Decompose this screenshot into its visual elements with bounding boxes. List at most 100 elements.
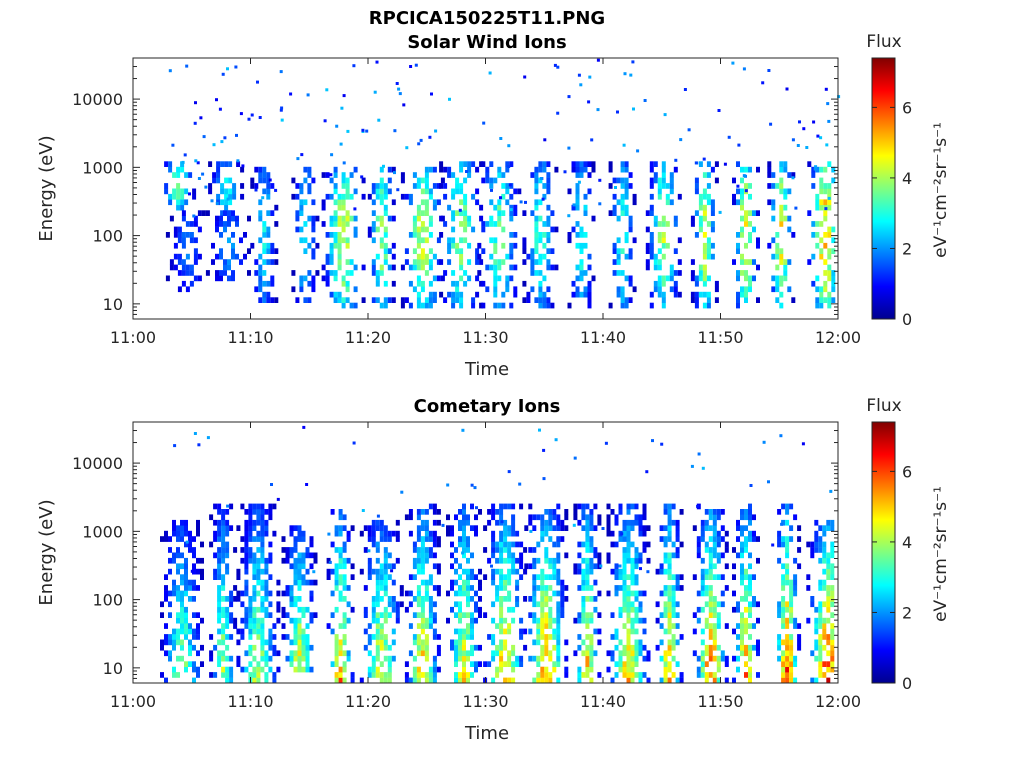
spectrogram-cell bbox=[231, 275, 235, 282]
spectrogram-cell bbox=[225, 672, 230, 678]
spectrogram-cell bbox=[669, 270, 674, 276]
spectrogram-cell bbox=[416, 536, 421, 542]
spectrogram-cell bbox=[309, 563, 314, 570]
spectrogram-cell bbox=[219, 248, 223, 254]
spectrogram-cell bbox=[581, 601, 586, 608]
spectrogram-cell bbox=[608, 166, 613, 173]
spectrogram-cell bbox=[679, 585, 684, 591]
spectrogram-cell bbox=[268, 178, 272, 182]
spectrogram-cell bbox=[671, 590, 676, 597]
spectrogram-cell bbox=[172, 557, 176, 564]
colorbar-unit-label: eV⁻¹cm⁻²sr⁻¹s⁻¹ bbox=[931, 122, 951, 258]
spectrogram-cell bbox=[538, 259, 543, 265]
spectrogram-cell bbox=[538, 232, 543, 238]
spectrogram-cell bbox=[823, 183, 828, 189]
spectrogram-cell bbox=[657, 280, 662, 287]
spectrogram-cell bbox=[371, 536, 376, 542]
spectrogram-cell bbox=[667, 617, 672, 624]
spectrogram-cell bbox=[252, 617, 257, 624]
spectrogram-cell bbox=[470, 525, 474, 531]
spectrogram-cell bbox=[756, 264, 760, 271]
spectrogram-cell bbox=[671, 574, 676, 580]
spectrogram-cell bbox=[523, 644, 528, 651]
spectrogram-cell bbox=[233, 596, 238, 602]
spectrogram-cell bbox=[667, 536, 672, 542]
spectrogram-cell bbox=[540, 655, 545, 662]
spectrogram-cell bbox=[309, 579, 314, 586]
spectrogram-cell bbox=[675, 530, 680, 537]
spectrogram-cell bbox=[556, 541, 561, 548]
spectrogram-cell bbox=[299, 286, 304, 293]
spectrogram-cell bbox=[379, 177, 384, 184]
spectrogram-cell bbox=[556, 628, 561, 635]
spectrogram-cell bbox=[281, 623, 286, 629]
spectrogram-cell bbox=[240, 628, 245, 635]
spectrogram-cell bbox=[507, 650, 512, 657]
spectrogram-cell bbox=[779, 259, 784, 265]
spectrogram-cell bbox=[420, 579, 425, 586]
spectrogram-cell bbox=[708, 612, 713, 618]
spectrogram-cell bbox=[439, 259, 444, 265]
spectrogram-cell bbox=[390, 569, 394, 573]
spectrogram-cell bbox=[315, 270, 320, 276]
spectrogram-cell bbox=[810, 552, 815, 559]
spectrogram-cell bbox=[634, 514, 639, 521]
spectrogram-cell bbox=[293, 574, 298, 580]
spectrogram-cell bbox=[740, 568, 744, 575]
spectrogram-cell bbox=[579, 275, 584, 282]
spectrogram-cell bbox=[513, 286, 518, 293]
spectrogram-cell bbox=[371, 525, 376, 531]
spectrogram-cell bbox=[337, 253, 342, 260]
spectrogram-cell bbox=[714, 280, 719, 287]
spectrogram-cell bbox=[408, 574, 413, 580]
spectrogram-cell bbox=[451, 226, 456, 233]
spectrogram-cell bbox=[462, 644, 466, 651]
spectrogram-cell bbox=[176, 563, 180, 570]
spectrogram-cell bbox=[375, 585, 380, 591]
spectrogram-cell bbox=[667, 509, 672, 515]
spectrogram-cell bbox=[581, 541, 586, 548]
spectrogram-cell bbox=[254, 166, 259, 173]
spectrogram-cell bbox=[383, 552, 388, 559]
spectrogram-cell bbox=[618, 666, 623, 673]
spectrogram-cell bbox=[180, 628, 184, 635]
spectrogram-cell bbox=[661, 280, 666, 287]
spectrogram-cell bbox=[590, 138, 594, 142]
spectrogram-cell bbox=[560, 606, 565, 613]
spectrogram-cell bbox=[499, 601, 504, 608]
spectrogram-cell bbox=[620, 199, 625, 206]
spectrogram-cell bbox=[375, 579, 380, 586]
spectrogram-cell bbox=[432, 666, 437, 673]
spectrogram-cell bbox=[226, 197, 230, 201]
spectrogram-cell bbox=[462, 677, 466, 684]
spectrogram-cell bbox=[822, 623, 827, 629]
spectrogram-cell bbox=[515, 579, 520, 586]
spectrogram-cell bbox=[383, 259, 388, 265]
spectrogram-cell bbox=[189, 264, 194, 271]
spectrogram-cell bbox=[307, 166, 312, 173]
spectrogram-cell bbox=[698, 204, 703, 211]
spectrogram-cell bbox=[412, 612, 417, 618]
spectrogram-cell bbox=[675, 525, 680, 531]
spectrogram-cell bbox=[823, 188, 828, 195]
spectrogram-cell bbox=[732, 547, 736, 553]
spectrogram-cell bbox=[831, 275, 836, 282]
spectrogram-cell bbox=[771, 253, 776, 260]
spectrogram-cell bbox=[244, 612, 249, 618]
spectrogram-cell bbox=[424, 547, 429, 553]
spectrogram-cell bbox=[530, 210, 535, 216]
spectrogram-cell bbox=[416, 568, 421, 575]
spectrogram-cell bbox=[264, 639, 269, 646]
spectrogram-cell bbox=[612, 210, 617, 216]
spectrogram-cell bbox=[767, 242, 772, 249]
spectrogram-cell bbox=[785, 601, 790, 608]
spectrogram-cell bbox=[254, 183, 259, 189]
spectrogram-cell bbox=[499, 606, 504, 613]
spectrogram-cell bbox=[550, 264, 555, 271]
spectrogram-cell bbox=[791, 138, 795, 142]
spectrogram-cell bbox=[239, 259, 243, 265]
spectrogram-cell bbox=[379, 623, 384, 629]
spectrogram-cell bbox=[176, 585, 180, 591]
spectrogram-cell bbox=[748, 280, 752, 287]
